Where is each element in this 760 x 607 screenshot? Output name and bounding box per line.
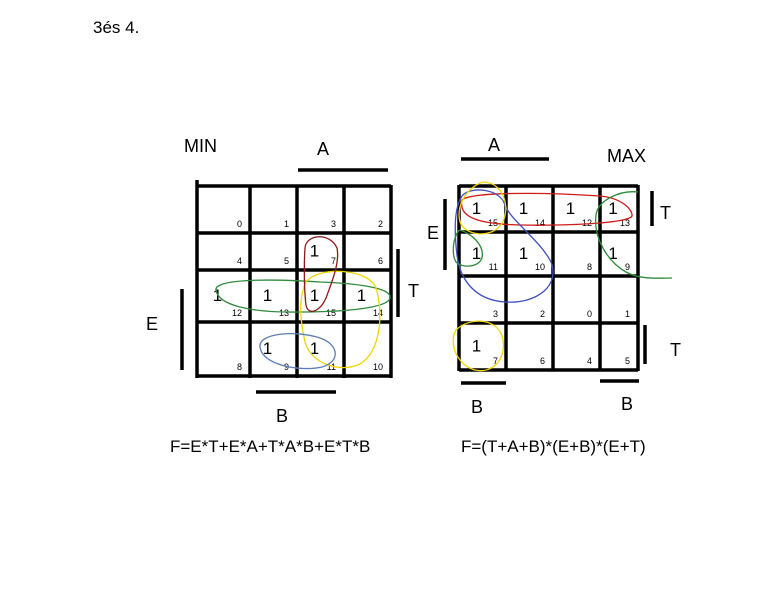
left-cell-index: 0 xyxy=(237,219,242,229)
left-one-value: 1 xyxy=(357,286,366,305)
right-one-value: 1 xyxy=(519,244,528,263)
left-loop-blue xyxy=(259,333,336,370)
right-axis-label-t-bottom: T xyxy=(670,340,681,360)
right-axis-label-a: A xyxy=(488,135,501,155)
right-axis-label-t-top: T xyxy=(660,203,671,223)
right-cell-index: 3 xyxy=(493,309,498,319)
right-cell-index: 10 xyxy=(535,262,545,272)
left-cell-index: 15 xyxy=(326,308,336,318)
right-cell-index: 12 xyxy=(582,218,592,228)
right-one-value: 1 xyxy=(519,199,528,218)
right-one-value: 1 xyxy=(472,337,481,356)
right-cell-index: 13 xyxy=(620,218,630,228)
left-cell-index: 4 xyxy=(237,256,242,266)
right-cell-index: 14 xyxy=(535,218,545,228)
left-one-value: 1 xyxy=(263,339,272,358)
left-map-grid xyxy=(180,168,400,394)
right-cell-index: 6 xyxy=(540,356,545,366)
right-loop-green-right xyxy=(594,191,673,279)
right-axis-label-b-left: B xyxy=(471,397,484,417)
left-cell-index: 8 xyxy=(237,362,242,372)
left-loop-darkred xyxy=(303,236,339,312)
left-cell-index: 13 xyxy=(279,308,289,318)
left-cell-index: 2 xyxy=(378,219,383,229)
left-formula: F=E*T+E*A+T*A*B+E*T*B xyxy=(170,437,371,456)
left-cell-index: 12 xyxy=(232,308,242,318)
left-cell-index: 1 xyxy=(284,219,289,229)
right-loop-blue xyxy=(454,189,554,303)
left-loop-yellow xyxy=(299,270,381,369)
right-loop-yellow-top xyxy=(458,181,507,235)
left-cell-index: 11 xyxy=(327,362,336,372)
page-title: 3és 4. xyxy=(93,18,140,37)
left-cell-index: 10 xyxy=(373,362,383,372)
right-one-value: 1 xyxy=(472,244,481,263)
left-cell-index: 5 xyxy=(284,256,289,266)
right-one-value: 1 xyxy=(608,199,617,218)
right-axis-label-b-right: B xyxy=(621,394,634,414)
left-one-value: 1 xyxy=(310,242,319,261)
left-axis-label-b: B xyxy=(276,406,289,426)
right-cell-index: 7 xyxy=(493,356,498,366)
right-cell-index: 5 xyxy=(625,356,630,366)
right-cell-index: 0 xyxy=(587,309,592,319)
left-one-value: 1 xyxy=(310,339,319,358)
left-map-label: MIN xyxy=(184,136,217,156)
right-cell-index: 4 xyxy=(587,356,592,366)
right-loop-red xyxy=(460,192,633,226)
left-axis-label-t: T xyxy=(408,281,419,301)
right-ones: 1 1 1 11 1 11 xyxy=(472,199,618,356)
right-axis-label-e: E xyxy=(427,223,440,243)
left-loops xyxy=(215,236,391,370)
right-loop-yellow-bottom xyxy=(452,320,505,372)
right-one-value: 1 xyxy=(566,199,575,218)
right-cell-index: 1 xyxy=(625,309,630,319)
right-loops xyxy=(452,181,673,372)
left-axis-label-e: E xyxy=(146,314,159,334)
left-loop-green xyxy=(215,279,391,313)
left-axis-label-a: A xyxy=(317,139,330,159)
right-one-value: 1 xyxy=(608,244,617,263)
right-cell-index: 9 xyxy=(625,262,630,272)
right-one-value: 1 xyxy=(472,199,481,218)
left-cell-index: 7 xyxy=(331,256,336,266)
right-loop-green-left xyxy=(452,229,483,267)
left-cell-index: 6 xyxy=(378,256,383,266)
right-map-label: MAX xyxy=(607,146,647,166)
left-cell-index: 3 xyxy=(331,219,336,229)
right-formula: F=(T+A+B)*(E+B)*(E+T) xyxy=(461,437,646,456)
right-cell-index: 2 xyxy=(540,309,545,319)
left-one-value: 1 xyxy=(263,286,272,305)
left-cell-index: 14 xyxy=(373,308,383,318)
right-cell-index: 11 xyxy=(489,262,498,272)
left-one-value: 1 xyxy=(310,286,319,305)
right-cell-index: 8 xyxy=(587,262,592,272)
